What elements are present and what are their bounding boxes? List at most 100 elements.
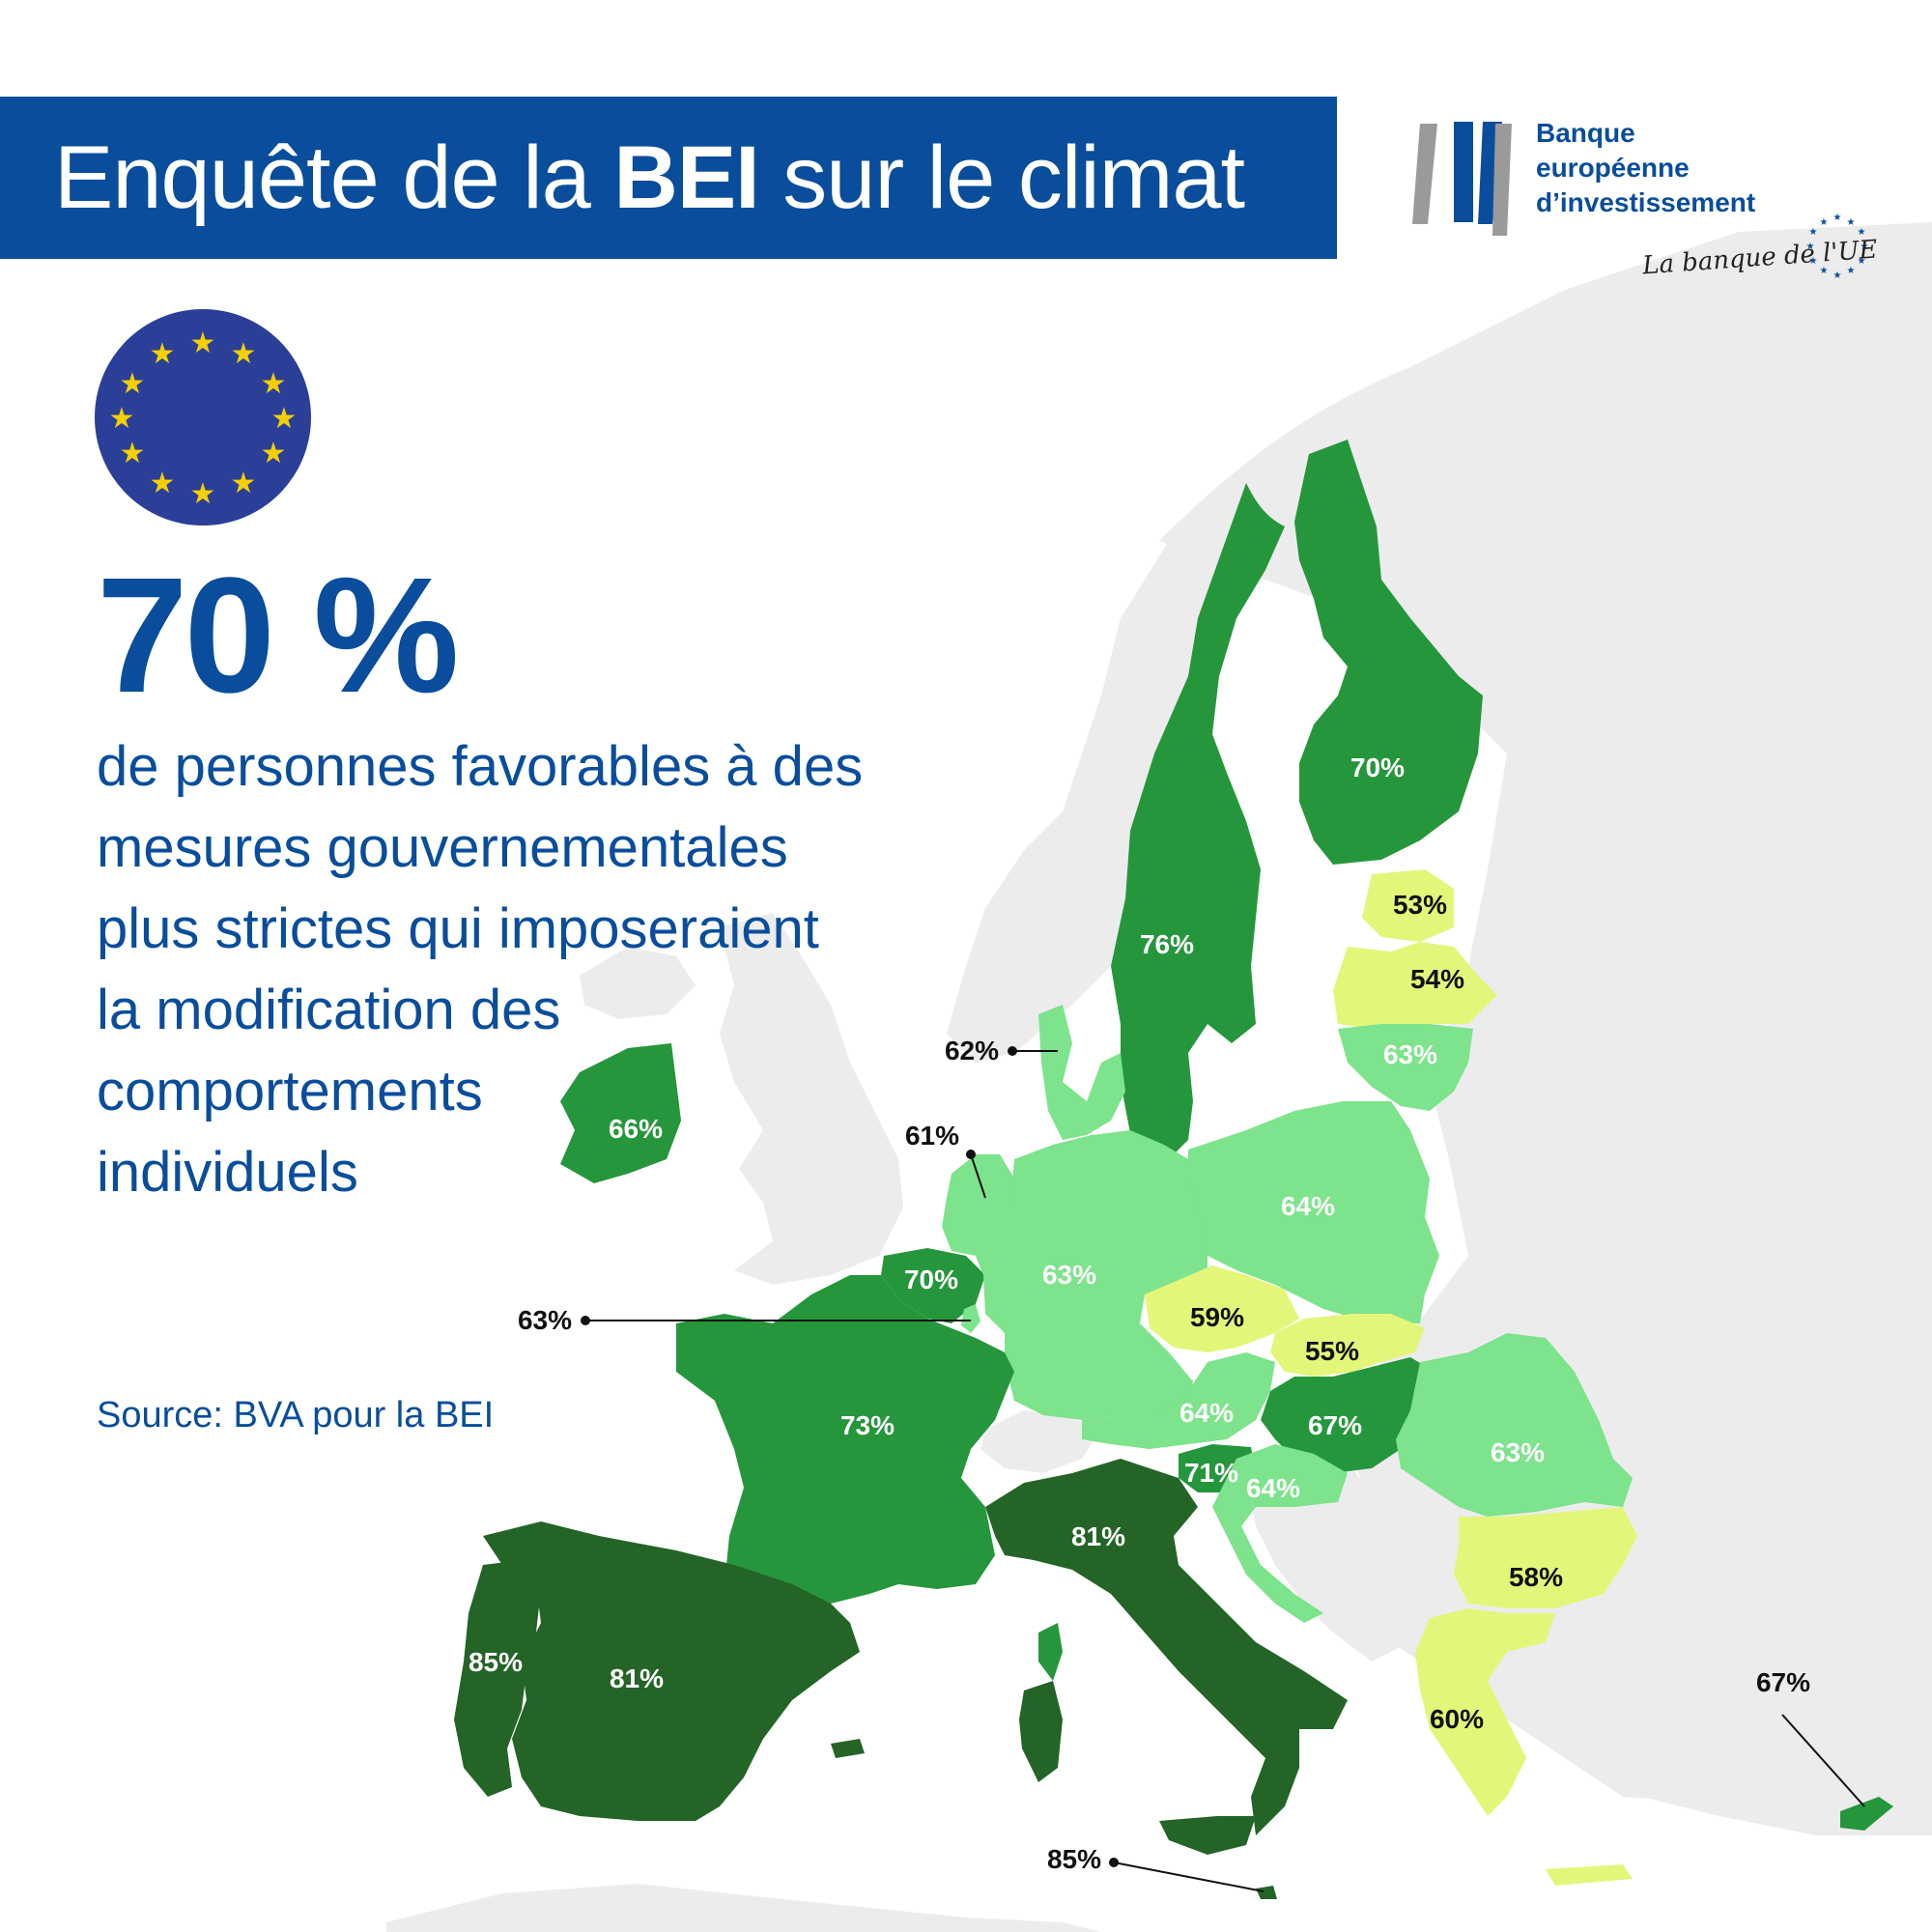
svg-text:★: ★: [1809, 256, 1818, 267]
svg-text:★: ★: [1847, 217, 1856, 228]
svg-text:★: ★: [120, 367, 146, 401]
country-spain-balearics: [831, 1739, 865, 1758]
leader-dot-denmark: [1008, 1046, 1017, 1056]
desc-line: plus strictes qui imposeraient: [97, 897, 819, 960]
country-sweden: [1111, 483, 1285, 1188]
label-latvia: 54%: [1409, 964, 1465, 994]
label-romania: 63%: [1490, 1437, 1546, 1467]
label-finland: 70%: [1350, 753, 1406, 782]
balkans-land: [1246, 1459, 1420, 1662]
label-slovenia: 71%: [1183, 1458, 1239, 1488]
label-hungary: 67%: [1307, 1410, 1363, 1440]
country-italy: [985, 1459, 1348, 1835]
svg-text:★: ★: [1833, 270, 1842, 281]
leader-cyprus: [1781, 1714, 1865, 1807]
country-italy-sardinia: [1019, 1681, 1063, 1782]
label-estonia: 53%: [1392, 890, 1448, 920]
country-france: [676, 1275, 1014, 1604]
label-lithuania: 63%: [1382, 1039, 1438, 1069]
label-italy: 81%: [1070, 1521, 1126, 1551]
uk-land: [720, 913, 903, 1285]
label-ireland: 66%: [608, 1114, 664, 1144]
desc-line: de personnes favorables à des: [97, 735, 864, 798]
title-bold: BEI: [613, 128, 759, 227]
title-part2: sur le climat: [758, 128, 1245, 227]
headline-description: de personnes favorables à des mesures go…: [97, 726, 966, 1213]
svg-text:★: ★: [150, 337, 176, 371]
country-poland: [1188, 1101, 1439, 1323]
switzerland-land: [980, 1410, 1101, 1473]
country-spain: [483, 1521, 860, 1821]
country-france-corsica: [1038, 1623, 1063, 1681]
label-luxembourg: 63%: [517, 1305, 573, 1335]
desc-line: comportements: [97, 1060, 483, 1122]
north-africa-land: [386, 1884, 1101, 1932]
source-note: Source: BVA pour la BEI: [97, 1395, 495, 1435]
leader-malta: [1113, 1861, 1264, 1892]
eib-logo-stars: ★ ★★ ★★★ ★★★ ★★★: [1806, 213, 1869, 281]
svg-text:★: ★: [1861, 242, 1869, 252]
country-croatia: [1212, 1444, 1348, 1623]
country-czechia: [1145, 1265, 1299, 1352]
country-greece: [1415, 1608, 1555, 1816]
svg-text:★: ★: [1820, 266, 1829, 276]
label-denmark: 62%: [944, 1036, 1000, 1065]
label-sweden: 76%: [1139, 929, 1195, 959]
leader-dot-netherlands: [966, 1150, 976, 1159]
label-greece: 60%: [1429, 1704, 1485, 1734]
svg-text:★: ★: [1809, 227, 1818, 238]
country-austria: [1082, 1352, 1275, 1449]
country-bulgaria: [1454, 1507, 1637, 1608]
eu-flag-stars: ★ ★ ★ ★ ★ ★ ★ ★ ★ ★ ★ ★: [109, 327, 298, 511]
label-poland: 64%: [1280, 1191, 1336, 1221]
country-latvia: [1333, 942, 1497, 1029]
eib-logo-text: Banque européenne d’investissement: [1536, 116, 1755, 220]
svg-text:★: ★: [120, 437, 146, 470]
leader-dot-malta: [1109, 1858, 1119, 1867]
country-belgium: [881, 1248, 985, 1323]
label-netherlands: 61%: [904, 1121, 960, 1151]
country-malta: [1256, 1886, 1277, 1899]
label-france: 73%: [839, 1410, 895, 1440]
turkey-land: [1555, 1623, 1932, 1835]
country-slovakia: [1270, 1314, 1425, 1377]
svg-text:★: ★: [1858, 227, 1866, 238]
desc-line: individuels: [97, 1141, 358, 1204]
title-banner: Enquête de la BEI sur le climat: [0, 97, 1337, 259]
leader-netherlands: [970, 1153, 986, 1199]
country-germany: [976, 1130, 1208, 1420]
label-austria: 64%: [1179, 1398, 1235, 1428]
svg-text:★: ★: [231, 337, 257, 371]
label-germany: 63%: [1041, 1260, 1097, 1290]
label-croatia: 64%: [1245, 1473, 1301, 1503]
svg-text:★: ★: [190, 477, 216, 511]
country-denmark: [1038, 1005, 1125, 1140]
country-hungary: [1261, 1357, 1435, 1473]
label-czechia: 59%: [1189, 1302, 1245, 1332]
eu-flag-icon: [95, 309, 311, 526]
label-bulgaria: 58%: [1508, 1562, 1564, 1592]
country-estonia: [1362, 869, 1454, 942]
country-cyprus: [1840, 1797, 1893, 1831]
svg-text:★: ★: [271, 402, 298, 436]
logo-line3: d’investissement: [1536, 187, 1756, 217]
svg-text:★: ★: [261, 367, 287, 401]
svg-text:★: ★: [150, 467, 176, 500]
country-portugal: [454, 1560, 541, 1797]
country-finland: [1294, 440, 1483, 865]
country-romania: [1396, 1333, 1633, 1517]
page-title: Enquête de la BEI sur le climat: [54, 128, 1245, 229]
desc-line: la modification des: [97, 979, 561, 1041]
svg-text:★: ★: [261, 437, 287, 470]
logo-line1: Banque: [1536, 118, 1635, 148]
svg-text:★: ★: [1847, 266, 1856, 276]
logo-line2: européenne: [1536, 153, 1690, 183]
leader-dot-luxembourg: [581, 1316, 590, 1325]
svg-text:★: ★: [231, 467, 257, 500]
label-malta: 85%: [1046, 1844, 1102, 1874]
svg-text:★: ★: [1858, 256, 1866, 267]
svg-text:★: ★: [1806, 242, 1815, 252]
svg-text:★: ★: [109, 402, 135, 436]
eib-logo-icon: [1412, 122, 1512, 236]
